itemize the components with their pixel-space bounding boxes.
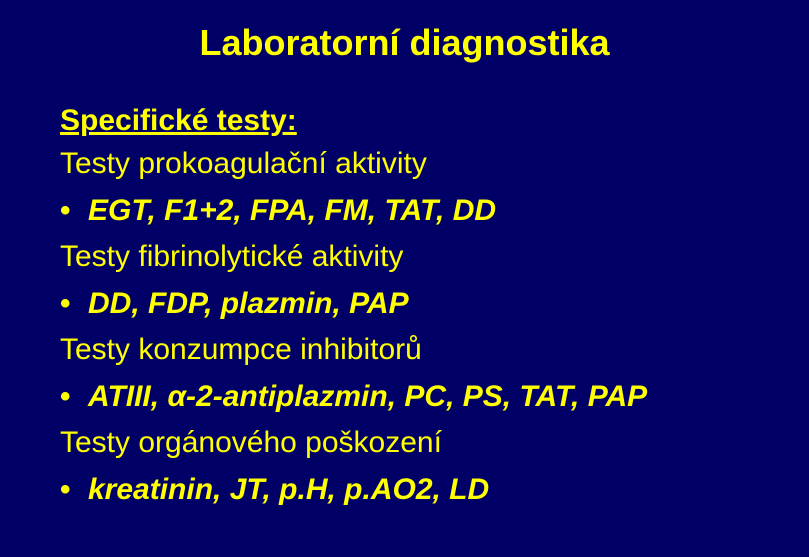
section-label: Testy fibrinolytické aktivity bbox=[60, 237, 749, 278]
bullet-text: ATIII, α-2-antiplazmin, PC, PS, TAT, PAP bbox=[88, 380, 647, 413]
bullet-text: DD, FDP, plazmin, PAP bbox=[88, 287, 409, 320]
slide-title: Laboratorní diagnostika bbox=[60, 22, 749, 64]
bullet-text: EGT, F1+2, FPA, FM, TAT, DD bbox=[88, 194, 496, 227]
section-bullet: •DD, FDP, plazmin, PAP bbox=[60, 284, 749, 325]
section-label: Testy prokoagulační aktivity bbox=[60, 144, 749, 185]
slide: Laboratorní diagnostika Specifické testy… bbox=[0, 0, 809, 557]
section-bullet: •ATIII, α-2-antiplazmin, PC, PS, TAT, PA… bbox=[60, 377, 749, 418]
bullet-text: kreatinin, JT, p.H, p.AO2, LD bbox=[88, 473, 489, 506]
section-label: Testy orgánového poškození bbox=[60, 423, 749, 464]
section-heading: Specifické testy: bbox=[60, 104, 749, 138]
section-bullet: •kreatinin, JT, p.H, p.AO2, LD bbox=[60, 470, 749, 511]
section-label: Testy konzumpce inhibitorů bbox=[60, 330, 749, 371]
section-bullet: •EGT, F1+2, FPA, FM, TAT, DD bbox=[60, 191, 749, 232]
